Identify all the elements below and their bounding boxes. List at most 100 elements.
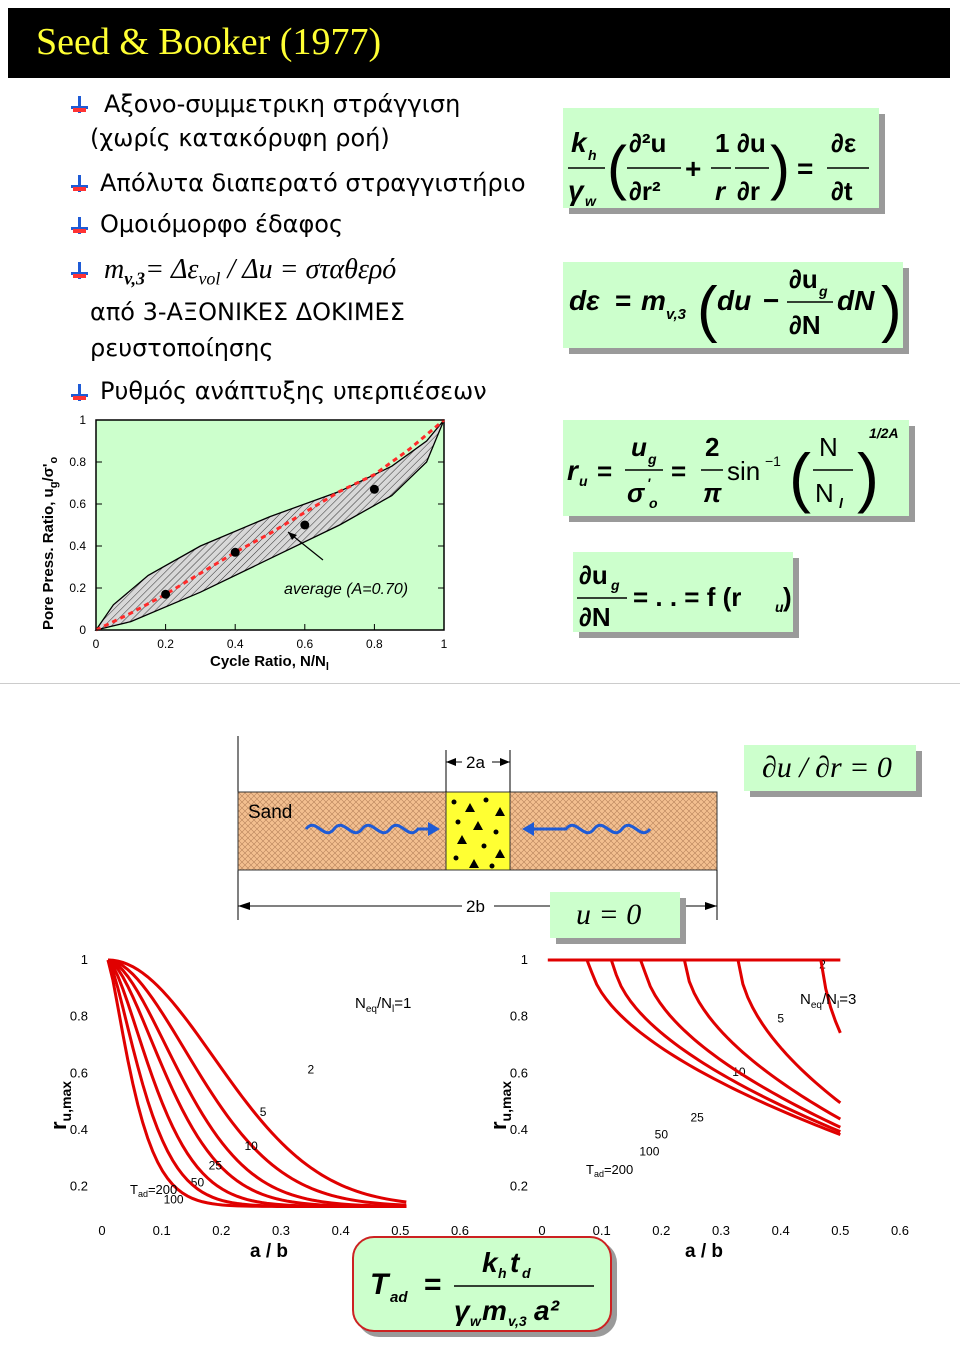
y-tick-label: 0.2 bbox=[69, 581, 86, 595]
svg-text:u: u bbox=[775, 599, 784, 615]
x-tick-label: 0.6 bbox=[451, 1223, 469, 1238]
gravel-dot bbox=[493, 829, 499, 835]
bullet-4-formula: mv,3= Δεvol / Δu = σταθερό bbox=[104, 254, 397, 289]
bullet-4-line2: από 3-ΑΞΟΝΙΚΕΣ ΔΟΚΙΜΕΣ bbox=[90, 298, 405, 326]
x-axis-label: Cycle Ratio, N/Nl bbox=[210, 653, 329, 673]
axis-ticks: 0 0.1 0.2 0.3 0.4 0.5 0.6 0.2 0.4 0.6 0.8 1 bbox=[510, 952, 909, 1238]
svg-text:γ: γ bbox=[568, 175, 585, 206]
svg-text:d: d bbox=[522, 1265, 531, 1281]
svg-text:k: k bbox=[571, 127, 588, 158]
curve-5 bbox=[107, 958, 407, 1207]
x-tick-label: 0.2 bbox=[652, 1223, 670, 1238]
x-tick-label: 0.5 bbox=[391, 1223, 409, 1238]
gravel-triangle bbox=[465, 803, 475, 812]
legend-neq: Neq/Nl=1 bbox=[355, 995, 411, 1015]
svg-text:v,3: v,3 bbox=[666, 306, 687, 323]
label-tad: Tad=200 bbox=[586, 1162, 633, 1179]
y-tick-label: 1 bbox=[79, 413, 86, 427]
drain-schematic: 2a Sand 2b bbox=[237, 736, 718, 920]
pore-pressure-chart: 0 0.2 0.4 0.6 0.8 1 0 0.2 0.4 0.6 0.8 1 average (A=… bbox=[40, 413, 448, 673]
x-tick-label: 0 bbox=[538, 1223, 545, 1238]
svg-text:du: du bbox=[717, 285, 751, 316]
svg-text:): ) bbox=[783, 582, 792, 612]
x-tick-label: 0.6 bbox=[296, 637, 313, 651]
svg-text:v,3: v,3 bbox=[508, 1313, 527, 1329]
svg-text:dε: dε bbox=[569, 285, 600, 316]
x-tick-label: 0.6 bbox=[891, 1223, 909, 1238]
x-tick-label: 0.3 bbox=[272, 1223, 290, 1238]
svg-text:m: m bbox=[482, 1295, 507, 1326]
gravel-triangle bbox=[469, 859, 479, 868]
gravel-dot bbox=[455, 819, 461, 825]
bullet-5: Ρυθμός ανάπτυξης υπερπιέσεων bbox=[100, 377, 487, 405]
y-tick-label: 0.6 bbox=[69, 497, 86, 511]
sand-left bbox=[237, 791, 447, 871]
data-point bbox=[230, 547, 240, 557]
svg-text:r: r bbox=[567, 455, 580, 486]
svg-text:=: = bbox=[424, 1268, 442, 1301]
x-axis-label: a / b bbox=[250, 1241, 288, 1262]
y-tick-label: 0.2 bbox=[70, 1179, 88, 1194]
data-point bbox=[161, 589, 171, 599]
legend-neq: Neq/Nl=3 bbox=[800, 991, 856, 1011]
label-2b: 2b bbox=[466, 897, 485, 916]
curve-label: 25 bbox=[209, 1159, 223, 1173]
label-tad: Tad=200 bbox=[130, 1182, 177, 1199]
curve-label: 100 bbox=[639, 1145, 659, 1159]
bullet-icon bbox=[71, 262, 88, 279]
gravel-triangle bbox=[495, 849, 505, 858]
svg-text:∂t: ∂t bbox=[831, 176, 853, 206]
svg-text:m: m bbox=[641, 285, 666, 316]
x-axis-label: a / b bbox=[685, 1241, 723, 1262]
arrow-2b-right bbox=[705, 902, 717, 910]
equation-1: k h γ w ( ∂²u ∂r² + 1 r ∂u ∂r ) = ∂ε ∂t bbox=[568, 127, 869, 209]
svg-text:g: g bbox=[818, 283, 828, 299]
svg-text:sin: sin bbox=[727, 456, 760, 486]
y-tick-label: 0.4 bbox=[70, 1122, 88, 1137]
y-tick-label: 1 bbox=[521, 952, 528, 967]
curve-label: 50 bbox=[655, 1128, 669, 1142]
x-tick-label: 0.4 bbox=[227, 637, 244, 651]
curve-100 bbox=[547, 958, 841, 1134]
gravel-dot bbox=[453, 855, 459, 861]
label-bg bbox=[462, 894, 494, 916]
x-tick-label: 0 bbox=[98, 1223, 105, 1238]
title-bar: Seed & Booker (1977) bbox=[8, 8, 950, 78]
data-point bbox=[300, 520, 310, 530]
y-tick-label: 0.4 bbox=[510, 1122, 528, 1137]
svg-text:t: t bbox=[510, 1247, 521, 1278]
equation-4: ∂u g ∂N = . . = f (r u ) bbox=[577, 560, 792, 632]
gravel-dot bbox=[483, 797, 489, 803]
curve-label: 5 bbox=[260, 1105, 267, 1119]
svg-text:∂r: ∂r bbox=[737, 176, 760, 206]
y-axis-label: ru,max bbox=[486, 1081, 514, 1130]
y-tick-label: 0 bbox=[79, 623, 86, 637]
svg-text:−1: −1 bbox=[765, 453, 781, 469]
svg-text:r: r bbox=[715, 176, 727, 206]
svg-text:=: = bbox=[797, 153, 813, 184]
svg-text:h: h bbox=[588, 147, 597, 163]
x-tick-label: 0 bbox=[93, 637, 100, 651]
y-tick-label: 0.4 bbox=[69, 539, 86, 553]
svg-text:u: u bbox=[631, 432, 647, 462]
svg-text:T: T bbox=[370, 1268, 391, 1301]
svg-text:= . . = f (r: = . . = f (r bbox=[633, 582, 741, 612]
x-tick-label: 0.8 bbox=[366, 637, 383, 651]
label-bg bbox=[462, 750, 492, 772]
svg-text:N: N bbox=[819, 432, 838, 462]
arrow-left bbox=[446, 758, 456, 766]
x-tick-label: 0.4 bbox=[772, 1223, 790, 1238]
curve-200 bbox=[106, 959, 407, 1208]
svg-text:): ) bbox=[770, 134, 790, 201]
svg-text:∂N: ∂N bbox=[579, 602, 611, 632]
curve-200 bbox=[547, 958, 841, 1137]
svg-text:): ) bbox=[881, 275, 902, 344]
svg-text:h: h bbox=[498, 1265, 507, 1281]
x-tick-label: 0.5 bbox=[831, 1223, 849, 1238]
svg-text:π: π bbox=[703, 478, 722, 508]
bullet-4-line3: ρευστοποίησης bbox=[90, 334, 274, 362]
bc-drain-box: u = 0 bbox=[550, 892, 680, 938]
svg-text:1: 1 bbox=[715, 128, 729, 158]
